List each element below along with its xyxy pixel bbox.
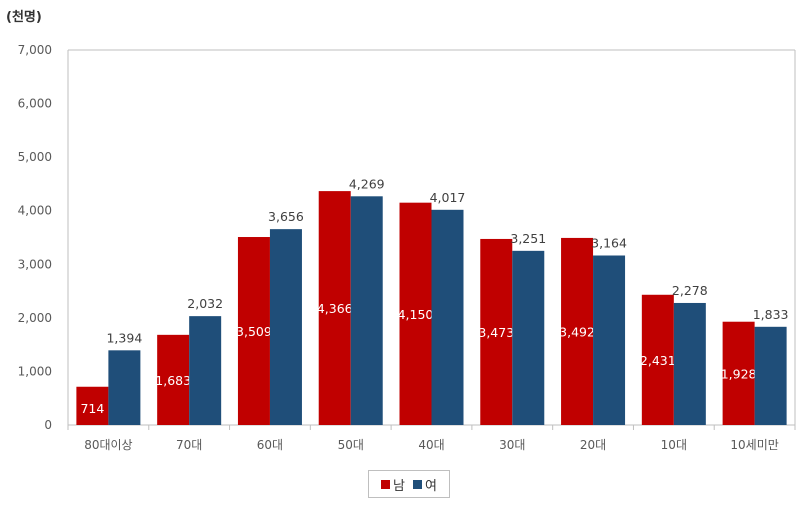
y-tick-label: 2,000	[18, 311, 52, 325]
x-tick-label: 10세미만	[730, 438, 778, 452]
legend-label-female: 여	[425, 478, 437, 494]
data-label-male: 4,150	[398, 307, 434, 322]
bar-male	[722, 321, 755, 425]
data-label-male: 4,366	[317, 301, 353, 316]
legend-item-male: 남	[381, 475, 405, 494]
bar-male	[318, 191, 351, 425]
bar-female	[593, 255, 626, 425]
data-label-female: 3,251	[510, 231, 546, 246]
bar-female	[189, 316, 222, 425]
x-tick-label: 10대	[661, 438, 687, 452]
legend-swatch-female	[413, 479, 422, 489]
data-label-female: 1,394	[106, 330, 142, 345]
data-label-male: 1,928	[721, 366, 757, 381]
y-tick-label: 7,000	[18, 43, 52, 57]
data-label-male: 3,492	[559, 324, 595, 339]
bar-male	[641, 294, 674, 425]
bar-male	[561, 237, 594, 425]
data-label-male: 714	[80, 401, 104, 416]
data-label-female: 3,164	[591, 236, 627, 251]
legend: 남 여	[368, 470, 450, 498]
bar-female	[754, 326, 787, 425]
data-label-female: 1,833	[753, 307, 789, 322]
data-label-female: 4,269	[349, 176, 385, 191]
bar-male	[76, 386, 109, 425]
x-tick-label: 80대이상	[84, 438, 132, 452]
legend-swatch-male	[381, 479, 391, 489]
x-tick-label: 70대	[176, 438, 202, 452]
data-label-male: 3,509	[236, 324, 272, 339]
x-tick-label: 40대	[418, 438, 444, 452]
y-axis-unit-label: (천명)	[6, 10, 42, 25]
bar-male	[399, 202, 432, 425]
y-tick-label: 6,000	[18, 97, 52, 111]
data-label-male: 3,473	[478, 325, 514, 340]
y-tick-label: 3,000	[18, 257, 52, 271]
legend-item-female: 여	[413, 475, 437, 494]
data-label-male: 2,431	[640, 353, 676, 368]
bar-male	[157, 334, 190, 425]
data-label-female: 2,032	[187, 296, 223, 311]
legend-label-male: 남	[393, 478, 405, 494]
y-tick-label: 5,000	[18, 150, 52, 164]
data-label-male: 1,683	[155, 373, 191, 388]
y-tick-label: 4,000	[18, 204, 52, 218]
data-label-female: 4,017	[430, 190, 466, 205]
data-label-female: 2,278	[672, 283, 708, 298]
data-label-female: 3,656	[268, 209, 304, 224]
bar-male	[237, 237, 270, 425]
bar-female	[108, 350, 141, 425]
bar-female	[673, 302, 706, 425]
y-tick-label: 0	[44, 418, 52, 432]
y-tick-label: 1,000	[18, 364, 52, 378]
bar-male	[480, 238, 513, 425]
bar-female	[512, 250, 545, 425]
x-tick-label: 30대	[499, 438, 525, 452]
x-tick-label: 20대	[580, 438, 606, 452]
x-tick-label: 50대	[338, 438, 364, 452]
bar-female	[350, 196, 383, 425]
bar-female	[431, 209, 464, 425]
x-tick-label: 60대	[257, 438, 283, 452]
bar-female	[269, 229, 302, 425]
